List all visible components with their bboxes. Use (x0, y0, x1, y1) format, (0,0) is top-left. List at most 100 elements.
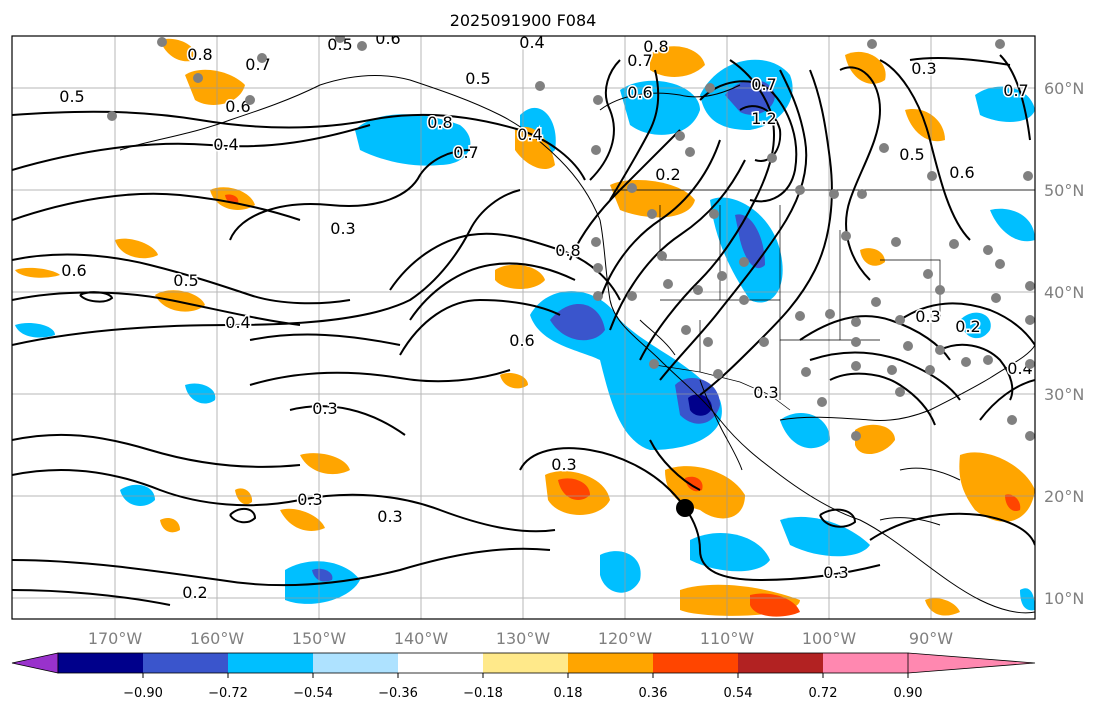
coastlines (119, 74, 1035, 614)
station-marker (949, 239, 959, 249)
longitude-tick-labels: 170°W 160°W 150°W 140°W 130°W 120°W 110°… (88, 629, 953, 648)
station-marker (647, 209, 657, 219)
station-marker (1023, 171, 1033, 181)
contour-label: 0.8 (187, 45, 212, 64)
station-marker (717, 271, 727, 281)
negative-area-east-canada (975, 86, 1035, 122)
contour-label: 0.6 (375, 29, 400, 48)
station-marker (983, 245, 993, 255)
positive-area-pacific-1 (495, 264, 545, 289)
lat-tick-label: 10°N (1044, 589, 1084, 608)
contour-label: 0.4 (225, 313, 250, 332)
colorbar-segment (143, 653, 228, 673)
lon-tick-label: 110°W (700, 629, 755, 648)
station-marker (895, 315, 905, 325)
positive-area-central-pacific (500, 373, 528, 389)
station-marker (257, 53, 267, 63)
station-marker (1025, 431, 1035, 441)
station-marker (649, 359, 659, 369)
negative-area-baja-deep (688, 394, 712, 416)
negative-area-west-2 (185, 383, 216, 404)
station-marker (157, 37, 167, 47)
lon-tick-label: 120°W (598, 629, 653, 648)
contour-label: 0.3 (312, 399, 337, 418)
contour-label: 1.2 (751, 109, 776, 128)
colorbar-tick-label: −0.18 (463, 686, 503, 701)
positive-area-tropic-2 (665, 466, 745, 519)
station-marker (739, 257, 749, 267)
station-marker (245, 95, 255, 105)
contour-label: 0.7 (627, 51, 652, 70)
colorbar-segment (738, 653, 823, 673)
colorbar-segment (568, 653, 653, 673)
contour-label: 0.3 (297, 490, 322, 509)
positive-area-greenland (845, 51, 886, 84)
station-marker (857, 189, 867, 199)
colorbar-tick-label: 0.36 (639, 686, 668, 701)
station-marker (801, 367, 811, 377)
station-marker (879, 143, 889, 153)
positive-area-caribbean-core (1005, 494, 1021, 512)
positive-area-east-coast (925, 598, 960, 616)
station-markers (107, 36, 1035, 441)
station-marker (593, 263, 603, 273)
station-marker (995, 259, 1005, 269)
station-marker (825, 309, 835, 319)
contour-label: 0.4 (517, 125, 542, 144)
station-marker (593, 95, 603, 105)
negative-area-tropics-2 (600, 551, 641, 593)
station-marker (887, 365, 897, 375)
positive-area-south-pac-2 (160, 518, 180, 533)
lon-tick-label: 90°W (909, 629, 953, 648)
station-marker (923, 269, 933, 279)
contour-label: 0.2 (182, 583, 207, 602)
station-marker (107, 111, 117, 121)
station-marker (627, 291, 637, 301)
colorbar-segment (483, 653, 568, 673)
station-marker (817, 397, 827, 407)
station-marker (995, 39, 1005, 49)
contour-label: 0.2 (955, 317, 980, 336)
station-marker (591, 237, 601, 247)
colorbar-segment (313, 653, 398, 673)
station-marker (927, 171, 937, 181)
station-marker (705, 83, 715, 93)
colorbar-tick-label: −0.36 (378, 686, 418, 701)
colorbar-low-extend (11, 652, 59, 674)
contour-label: 0.5 (465, 69, 490, 88)
positive-area-great-plains (860, 248, 885, 266)
station-marker (851, 431, 861, 441)
colorbar-tick-label: 0.72 (809, 686, 838, 701)
colorbar-high-extend (908, 653, 1035, 673)
latitude-tick-labels: 10°N 20°N 30°N 40°N 50°N 60°N (1044, 79, 1084, 608)
contour-label: 0.6 (61, 261, 86, 280)
contour-label: 0.6 (627, 83, 652, 102)
map-frame (11, 35, 1036, 620)
station-marker (335, 36, 345, 43)
contour-label: 0.2 (655, 165, 680, 184)
station-marker (935, 285, 945, 295)
station-marker (1025, 315, 1035, 325)
negative-area-far-east (1020, 588, 1035, 611)
station-marker (357, 41, 367, 51)
station-marker (935, 345, 945, 355)
negative-area-great-lakes (960, 312, 991, 339)
contour-label: 0.6 (509, 331, 534, 350)
positive-area-alaska (515, 126, 555, 170)
station-marker (685, 147, 695, 157)
colorbar-segment (653, 653, 738, 673)
station-marker (535, 81, 545, 91)
station-marker (1025, 359, 1035, 369)
contour-label: 0.3 (915, 307, 940, 326)
contour-label: 0.5 (899, 145, 924, 164)
contour-label: 0.6 (949, 163, 974, 182)
negative-area-labrador (990, 208, 1035, 242)
contour-label: 0.3 (753, 383, 778, 402)
station-marker (709, 209, 719, 219)
contour-label: 0.3 (911, 59, 936, 78)
contour-label: 0.4 (519, 33, 544, 52)
station-marker (795, 311, 805, 321)
negative-area-west-3 (15, 323, 55, 338)
lat-tick-label: 40°N (1044, 283, 1084, 302)
positive-area-yukon (650, 46, 705, 77)
